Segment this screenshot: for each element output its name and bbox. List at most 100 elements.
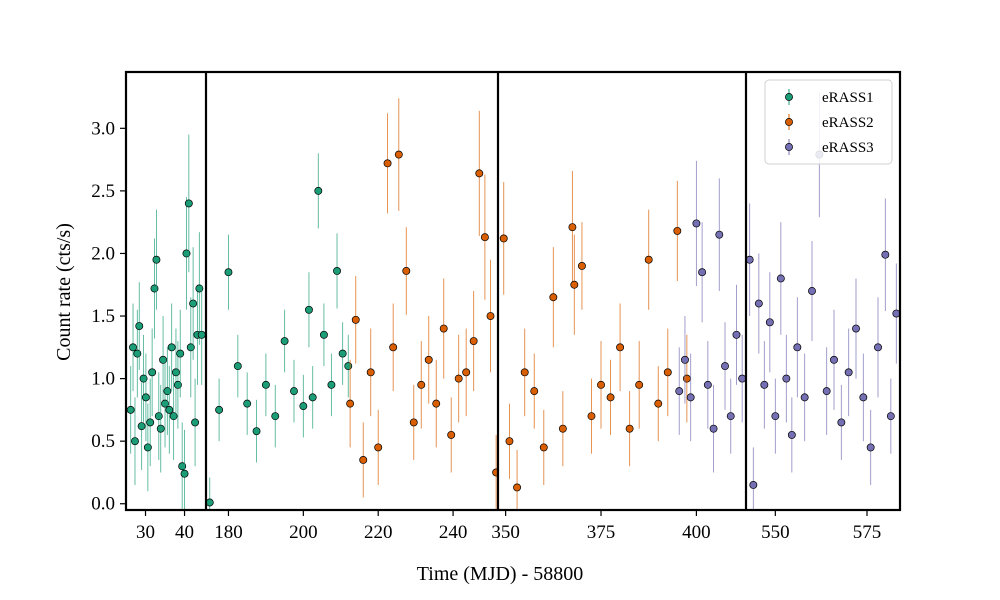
data-point [530, 387, 539, 396]
data-point [520, 368, 529, 377]
y-tick-label: 2.5 [91, 181, 115, 202]
plot-frame: 0.0 0.5 1.0 1.5 2.0 2.5 3.0 [91, 70, 902, 515]
data-point [417, 380, 426, 389]
data-point [333, 267, 341, 275]
data-point [290, 387, 298, 396]
data-point [161, 399, 169, 408]
data-point [505, 437, 514, 446]
data-point [156, 424, 165, 433]
data-point [673, 226, 682, 235]
data-point [822, 387, 831, 396]
data-point [765, 318, 774, 327]
data-point [760, 380, 769, 389]
data-point [152, 255, 161, 264]
data-point [726, 412, 735, 421]
data-point [577, 262, 586, 270]
x-axis-title: Time (MJD) - 58800 [417, 563, 584, 585]
data-point [692, 219, 701, 228]
data-point [173, 380, 182, 389]
data-point [163, 387, 172, 396]
data-point [881, 250, 890, 259]
data-point [859, 393, 868, 402]
panel-data [499, 160, 746, 510]
x-tick-label: 30 [136, 522, 155, 543]
data-point [135, 322, 144, 330]
x-tick-label: 200 [289, 522, 318, 543]
legend-marker [785, 118, 793, 126]
data-point [133, 349, 142, 358]
data-point [137, 422, 146, 431]
data-point [150, 284, 159, 293]
data-point [549, 293, 558, 302]
data-point [206, 498, 214, 507]
data-point [366, 368, 375, 377]
data-point [837, 418, 846, 427]
data-point [771, 412, 780, 421]
data-point [304, 305, 313, 314]
data-point [754, 299, 763, 308]
data-point [738, 374, 746, 383]
data-point [224, 268, 233, 277]
data-point [197, 330, 206, 339]
data-point [186, 343, 195, 352]
data-point [172, 368, 180, 377]
data-point [233, 362, 242, 371]
data-point [215, 405, 224, 414]
data-point [654, 399, 663, 408]
data-point [261, 380, 270, 389]
data-point [167, 343, 176, 352]
data-point [570, 280, 579, 289]
data-point [327, 380, 336, 389]
data-point [195, 284, 204, 293]
data-point [394, 150, 403, 159]
data-point [866, 443, 875, 452]
data-point [681, 355, 689, 364]
data-point [143, 443, 152, 452]
legend-label: eRASS1 [822, 90, 874, 106]
x-tick-label: 550 [761, 522, 790, 543]
panel-4: 550 575 [746, 92, 900, 543]
data-point [346, 399, 355, 408]
data-point [126, 405, 135, 414]
data-point [709, 424, 718, 433]
data-point [513, 483, 522, 492]
data-point [154, 412, 163, 421]
data-point [180, 469, 189, 478]
data-point [447, 430, 456, 439]
x-tick-label: 350 [491, 522, 520, 543]
data-point [800, 393, 809, 402]
legend-marker [785, 143, 793, 151]
y-tick-label: 0.0 [91, 494, 115, 515]
panel-3: 350 375 400 [491, 160, 746, 543]
panels: 30 40 180 200 220 240 350 375 400 550 575 [126, 92, 900, 543]
panel-data [126, 134, 206, 510]
data-point [454, 374, 463, 383]
panel-2: 180 200 220 240 [206, 98, 498, 543]
data-point [675, 387, 684, 396]
data-point [587, 412, 596, 421]
data-point [189, 299, 198, 308]
data-point [299, 402, 308, 411]
data-point [732, 330, 741, 339]
data-point [148, 368, 157, 377]
data-point [141, 393, 150, 402]
data-point [424, 355, 433, 364]
data-point [176, 349, 185, 358]
data-point [191, 418, 200, 427]
panel-1: 30 40 [126, 134, 206, 543]
data-point [169, 412, 178, 421]
data-point [703, 380, 712, 389]
legend-label: eRASS2 [822, 115, 874, 131]
data-point [432, 399, 441, 408]
data-point [808, 287, 816, 295]
data-point [462, 368, 471, 377]
x-tick-label: 220 [364, 522, 393, 543]
data-point [616, 343, 625, 352]
data-point [499, 234, 508, 243]
x-tick-label: 40 [175, 522, 194, 543]
data-point [252, 427, 261, 436]
data-point [319, 330, 328, 339]
data-point [625, 424, 634, 433]
axes-frame [124, 70, 902, 512]
